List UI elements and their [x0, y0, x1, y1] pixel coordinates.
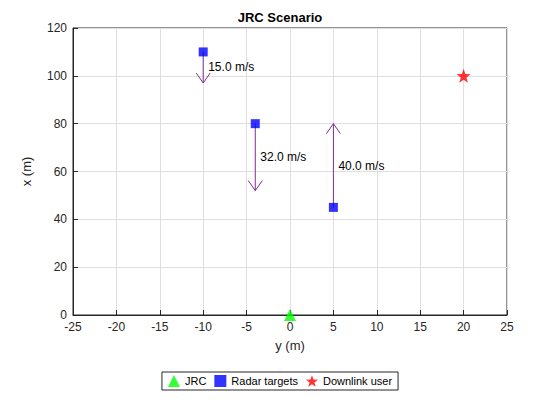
- svg-text:0: 0: [60, 308, 67, 322]
- svg-text:Downlink user: Downlink user: [323, 375, 392, 387]
- svg-text:5: 5: [330, 320, 337, 334]
- svg-text:15: 15: [414, 320, 428, 334]
- svg-text:-10: -10: [195, 320, 213, 334]
- svg-text:10: 10: [370, 320, 384, 334]
- svg-text:20: 20: [54, 260, 68, 274]
- svg-text:25: 25: [500, 320, 514, 334]
- svg-text:0: 0: [287, 320, 294, 334]
- svg-text:y (m): y (m): [275, 338, 305, 353]
- svg-text:JRC: JRC: [185, 375, 206, 387]
- svg-text:20: 20: [457, 320, 471, 334]
- svg-text:-15: -15: [151, 320, 169, 334]
- svg-text:40.0 m/s: 40.0 m/s: [338, 159, 384, 173]
- svg-text:Radar targets: Radar targets: [231, 375, 298, 387]
- svg-text:x (m): x (m): [19, 157, 34, 187]
- svg-text:-20: -20: [108, 320, 126, 334]
- svg-text:40: 40: [54, 212, 68, 226]
- svg-text:100: 100: [47, 69, 67, 83]
- svg-text:-25: -25: [64, 320, 82, 334]
- svg-text:120: 120: [47, 21, 67, 35]
- svg-text:-5: -5: [241, 320, 252, 334]
- svg-text:80: 80: [54, 117, 68, 131]
- svg-text:15.0 m/s: 15.0 m/s: [208, 60, 254, 74]
- svg-text:JRC Scenario: JRC Scenario: [238, 10, 323, 25]
- svg-text:32.0 m/s: 32.0 m/s: [260, 150, 306, 164]
- svg-text:60: 60: [54, 165, 68, 179]
